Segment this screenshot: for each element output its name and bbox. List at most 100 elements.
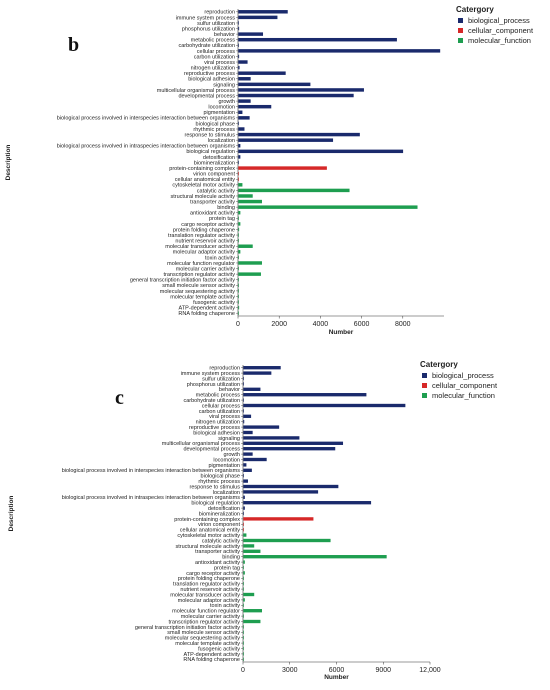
panel-b-bar xyxy=(238,121,239,126)
panel-c-category-label: nitrogen utilization xyxy=(196,420,240,426)
panel-b-bar xyxy=(238,311,239,315)
panel-b-bar xyxy=(238,10,288,14)
panel-c-bar xyxy=(243,511,244,516)
panel-b-legend-title: Catergory xyxy=(456,5,494,14)
panel-b-x-tick-label: 0 xyxy=(236,321,240,328)
panel-c-category-label: biological phase xyxy=(201,474,240,480)
panel-b-category-label: protein folding chaperone xyxy=(173,227,235,233)
panel-c-bar xyxy=(243,657,244,661)
panel-b-category-label: molecular template activity xyxy=(170,294,235,300)
panel-b-bar xyxy=(238,149,404,154)
panel-c-category-label: nutrient reservoir activity xyxy=(180,587,240,593)
panel-c-bar xyxy=(243,603,244,607)
panel-b-bar xyxy=(238,166,327,170)
panel-b-bar xyxy=(238,289,239,293)
panel-c-bar xyxy=(243,544,255,548)
panel-c-bar xyxy=(243,490,319,494)
panel-c-category-label: biological adhesion xyxy=(193,430,240,436)
panel-b-bar xyxy=(238,155,241,159)
panel-c-category-label: biological process involved in intraspec… xyxy=(62,495,240,501)
panel-c-bar xyxy=(243,420,245,424)
panel-b-category-label: biological process involved in intraspec… xyxy=(57,144,235,150)
panel-c-bar xyxy=(243,555,387,559)
panel-b-legend-label: molecular_function xyxy=(468,36,531,45)
panel-b-bar xyxy=(238,127,245,131)
panel-c-x-tick-label: 9000 xyxy=(375,667,391,674)
panel-b-category-label: localization xyxy=(208,138,235,144)
panel-b-x-tick-label: 6000 xyxy=(354,321,370,328)
panel-b-category-label: pigmentation xyxy=(204,110,236,116)
panel-b-category-label: behavior xyxy=(214,32,235,38)
panel-b-category-label: fusogenic activity xyxy=(193,300,235,306)
panel-c-category-label: biological regulation xyxy=(191,501,240,507)
panel-b-category-label: metabolic process xyxy=(191,38,236,44)
panel-b-category-label: rhythmic process xyxy=(193,127,235,133)
panel-c-category-label: translation regulator activity xyxy=(173,582,240,588)
panel-b-bar xyxy=(238,188,350,193)
panel-c-category-label: multicellular organismal process xyxy=(162,441,241,447)
panel-c-category-label: molecular template activity xyxy=(175,641,240,647)
panel-c-category-label: antioxidant activity xyxy=(195,560,240,566)
panel-b-category-label: ATP-dependent activity xyxy=(179,306,236,312)
panel-b-category-label: cellular anatomical entity xyxy=(175,177,235,183)
panel-c-category-label: general transcription initiation factor … xyxy=(135,625,240,631)
panel-b-bar xyxy=(238,144,241,148)
panel-b-bar xyxy=(238,65,240,70)
panel-c-y-axis-title: Description xyxy=(8,496,15,532)
panel-b-category-label: protein-containing complex xyxy=(169,166,235,172)
panel-b-category-label: molecular adaptor activity xyxy=(173,250,236,256)
panel-c-bar xyxy=(243,403,406,408)
panel-c-category-label: behavior xyxy=(219,387,240,393)
panel-b-bar xyxy=(238,60,248,64)
panel-c-bar xyxy=(243,463,247,467)
panel-c-legend-title: Catergory xyxy=(420,360,458,369)
panel-c-bar xyxy=(243,452,253,456)
panel-b-category-label: cellular process xyxy=(197,49,235,55)
panel-c-bar xyxy=(243,447,336,451)
panel-c-x-tick-label: 6000 xyxy=(329,667,345,674)
panel-c-bar xyxy=(243,609,262,613)
panel-b-legend-swatch xyxy=(458,38,463,43)
panel-b-bar xyxy=(238,233,239,237)
panel-c-x-axis-title: Number xyxy=(324,674,349,681)
panel-c-category-label: fusogenic activity xyxy=(198,646,240,652)
panel-c-bar xyxy=(243,571,245,575)
panel-b-bar xyxy=(238,283,239,288)
panel-c-legend-swatch xyxy=(422,383,427,388)
panel-c-category-label: toxin activity xyxy=(210,603,240,609)
panel-c-category-label: cytoskeletal motor activity xyxy=(177,533,240,539)
panel-b-bar xyxy=(238,211,241,215)
panel-c-bar xyxy=(243,522,244,526)
panel-c-bar xyxy=(243,414,252,418)
panel-b-legend-label: biological_process xyxy=(468,16,530,25)
panel-b-category-label: protein tag xyxy=(209,216,235,222)
panel-b-category-label: growth xyxy=(218,99,235,105)
panel-b-bar xyxy=(238,255,239,260)
panel-c-bar xyxy=(243,625,244,629)
panel-b-bar xyxy=(238,88,364,92)
panel-c-category-label: virion component xyxy=(198,522,240,528)
panel-c-bar xyxy=(243,560,245,564)
panel-b-category-label: toxin activity xyxy=(205,255,235,261)
panel-b-bar xyxy=(238,138,334,142)
panel-b-category-label: virion component xyxy=(193,172,235,178)
panel-b-bar xyxy=(238,54,240,59)
panel-b-bar xyxy=(238,21,239,25)
panel-b-category-label: catalytic activity xyxy=(197,188,235,194)
panel-b-bar xyxy=(238,250,241,254)
panel-c-bar xyxy=(243,641,244,645)
panel-b-bar xyxy=(238,294,239,299)
panel-b-bar xyxy=(238,238,239,243)
panel-c-legend-swatch xyxy=(422,393,427,398)
panel-b-bar xyxy=(238,49,441,53)
panel-b-category-label: viral process xyxy=(204,60,235,66)
panel-c-bar xyxy=(243,528,244,532)
panel-b-bar xyxy=(238,199,262,204)
panel-b-category-label: developmental process xyxy=(178,93,235,99)
panel-c-category-label: transporter activity xyxy=(195,549,240,555)
panel-b-bar xyxy=(238,300,239,304)
panel-c-bar xyxy=(243,479,248,483)
panel-b-letter: b xyxy=(68,34,79,56)
panel-b-category-label: response to stimulus xyxy=(185,132,236,138)
